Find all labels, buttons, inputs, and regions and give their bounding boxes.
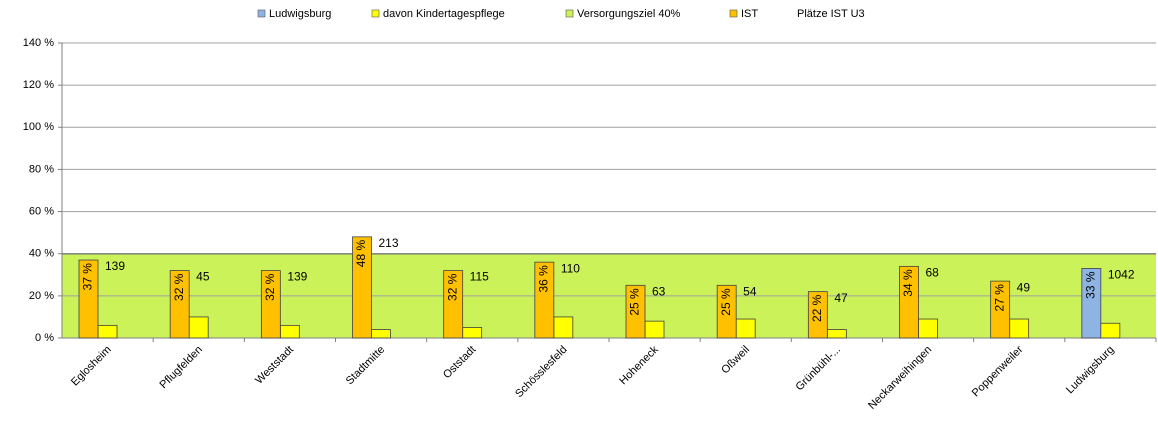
bar	[553, 316, 574, 339]
x-tick-label: Ludwigsburg	[1064, 344, 1117, 397]
bar	[735, 318, 756, 339]
bar	[534, 261, 555, 339]
bar-value-label: 37 %	[81, 263, 95, 291]
places-label: 213	[379, 236, 399, 250]
bar	[78, 259, 99, 339]
bar	[169, 270, 190, 339]
y-tick-label: 100 %	[23, 121, 54, 133]
bar	[807, 291, 828, 339]
x-tick-label: Stadtmitte	[344, 344, 388, 388]
places-label: 115	[470, 270, 489, 284]
legend-label: Versorgungsziel 40%	[577, 8, 681, 20]
bar	[97, 324, 118, 339]
bar	[260, 270, 281, 339]
places-label: 54	[743, 284, 757, 298]
bar-value-label: 32 %	[263, 273, 277, 301]
places-label: 45	[196, 270, 210, 284]
bar	[990, 280, 1011, 339]
y-tick-label: 120 %	[23, 79, 54, 91]
places-label: 139	[105, 259, 125, 273]
y-tick-label: 20 %	[29, 290, 54, 302]
bar-value-label: 25 %	[719, 288, 733, 316]
places-label: 1042	[1108, 268, 1135, 282]
legend-swatch	[729, 9, 738, 18]
x-tick-label: Schösslesfeld	[513, 344, 569, 400]
x-tick-label: Pflugfelden	[158, 344, 205, 391]
bar-value-label: 25 %	[628, 288, 642, 316]
x-tick-label: Grünbühl-...	[794, 344, 844, 394]
bar	[462, 327, 483, 339]
places-label: 110	[561, 261, 580, 275]
bar	[1100, 322, 1121, 339]
y-tick-label: 140 %	[23, 37, 54, 49]
bar	[716, 284, 737, 339]
legend-label: IST	[741, 8, 758, 20]
legend-swatch	[257, 9, 266, 18]
bar	[625, 284, 646, 339]
bar	[1009, 318, 1030, 339]
bar	[826, 329, 847, 339]
x-tick-label: Neckarweihingen	[866, 344, 934, 412]
places-label: 68	[926, 266, 940, 280]
places-label: 63	[652, 284, 666, 298]
bar	[899, 265, 919, 339]
legend-label: davon Kindertagespflege	[383, 8, 505, 20]
bar	[443, 270, 464, 339]
bar	[371, 329, 391, 339]
x-tick-label: Oststadt	[441, 344, 478, 381]
x-tick-label: Hoheneck	[617, 343, 661, 387]
places-label: 49	[1017, 280, 1031, 294]
places-label: 139	[287, 270, 307, 284]
bar-value-label: 32 %	[172, 273, 186, 301]
legend-label: Plätze IST U3	[797, 8, 865, 20]
legend-swatch	[565, 9, 574, 18]
bar-value-label: 34 %	[901, 269, 915, 297]
x-tick-label: Weststadt	[253, 344, 296, 387]
bar	[644, 320, 665, 339]
bar	[188, 316, 209, 339]
bar	[279, 324, 300, 339]
x-tick-label: Eglosheim	[69, 344, 114, 389]
legend-label: Ludwigsburg	[269, 8, 331, 20]
x-tick-label: Oßweil	[719, 344, 752, 377]
bar-value-label: 32 %	[445, 273, 459, 301]
places-label: 47	[834, 291, 848, 305]
bar-value-label: 36 %	[537, 265, 551, 293]
bar-value-label: 33 %	[1084, 271, 1098, 299]
y-tick-label: 80 %	[29, 163, 54, 175]
legend-swatch	[371, 9, 380, 18]
bar	[1081, 268, 1102, 339]
bar	[352, 236, 372, 339]
bar	[918, 318, 938, 339]
x-tick-label: Poppenweiler	[970, 343, 1026, 399]
bar-value-label: 48 %	[354, 240, 368, 268]
y-tick-label: 60 %	[29, 205, 54, 217]
y-tick-label: 0 %	[35, 332, 54, 344]
y-tick-label: 40 %	[29, 248, 54, 260]
bar-value-label: 27 %	[992, 284, 1006, 312]
bar-value-label: 22 %	[810, 294, 824, 322]
